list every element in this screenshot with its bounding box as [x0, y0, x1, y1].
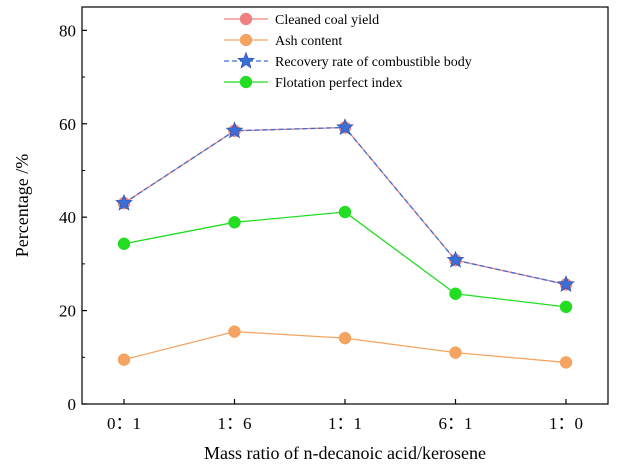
series-ash-content — [117, 325, 573, 369]
y-tick-label: 60 — [59, 115, 76, 134]
x-tick-label: 1：1 — [328, 414, 362, 433]
x-axis-title: Mass ratio of n-decanoic acid/kerosene — [204, 443, 486, 463]
x-tick-label: 6：1 — [439, 414, 473, 433]
data-point-recovery-rate — [225, 121, 244, 139]
legend-label: Cleaned coal yield — [275, 13, 379, 28]
legend-item-recovery-rate: Recovery rate of combustible body — [224, 51, 472, 70]
data-point-ash-content — [559, 356, 573, 369]
legend-label: Recovery rate of combustible body — [275, 55, 472, 70]
x-tick-label: 1：0 — [549, 414, 583, 433]
data-point-ash-content — [228, 325, 241, 338]
legend-label: Flotation perfect index — [275, 76, 403, 91]
data-point-ash-content — [117, 353, 131, 366]
data-point-flotation-perfect-index — [449, 287, 462, 301]
legend-swatch-marker — [239, 33, 253, 47]
legend-swatch-marker — [239, 75, 253, 89]
y-axis-ticks: 0 20 40 60 80 — [59, 21, 87, 414]
y-axis-title: Percentage /% — [12, 154, 32, 257]
data-point-flotation-perfect-index — [117, 237, 131, 251]
y-tick-label: 80 — [59, 21, 76, 40]
series-recovery-rate — [115, 118, 575, 292]
legend-item-ash-content: Ash content — [224, 33, 342, 49]
x-tick-label: 1：6 — [218, 414, 252, 433]
y-tick-label: 0 — [68, 395, 77, 414]
data-point-recovery-rate — [336, 118, 354, 136]
y-tick-label: 40 — [59, 208, 76, 227]
data-point-recovery-rate — [557, 275, 575, 292]
data-point-ash-content — [449, 346, 462, 359]
data-point-flotation-perfect-index — [228, 216, 241, 229]
legend: Cleaned coal yield Ash content Recovery ra… — [224, 12, 472, 91]
plot-area: 0 20 40 60 80 0：1 1：6 1：1 6：1 1：0 — [59, 6, 609, 433]
series-flotation-perfect-index — [117, 205, 573, 314]
y-tick-label: 20 — [59, 302, 76, 321]
data-point-flotation-perfect-index — [338, 205, 352, 219]
x-tick-label: 0：1 — [107, 414, 141, 433]
data-point-ash-content — [338, 331, 352, 345]
data-point-recovery-rate — [115, 193, 133, 211]
legend-item-cleaned-coal-yield: Cleaned coal yield — [224, 12, 379, 28]
x-axis-ticks: 0：1 1：6 1：1 6：1 1：0 — [107, 399, 583, 433]
legend-swatch-marker — [237, 51, 255, 69]
legend-item-flotation-perfect-index: Flotation perfect index — [224, 75, 403, 91]
data-point-recovery-rate — [446, 250, 465, 268]
series-layer — [115, 118, 575, 369]
series-line-flotation-perfect-index — [123, 211, 567, 308]
legend-swatch-marker — [239, 12, 253, 26]
data-point-flotation-perfect-index — [559, 300, 573, 314]
legend-label: Ash content — [275, 34, 342, 49]
